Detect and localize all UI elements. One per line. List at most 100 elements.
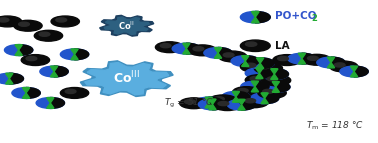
- Circle shape: [218, 102, 229, 106]
- Text: Co$^{\mathsf{II}}$: Co$^{\mathsf{II}}$: [118, 19, 135, 31]
- Circle shape: [260, 69, 288, 80]
- Wedge shape: [236, 91, 250, 102]
- Wedge shape: [251, 81, 259, 87]
- Circle shape: [0, 18, 9, 22]
- Wedge shape: [272, 82, 279, 87]
- Circle shape: [267, 77, 278, 81]
- Wedge shape: [22, 93, 30, 98]
- Wedge shape: [50, 66, 58, 72]
- Wedge shape: [242, 61, 249, 66]
- Wedge shape: [6, 73, 13, 79]
- Wedge shape: [271, 74, 278, 80]
- Wedge shape: [54, 66, 68, 77]
- Wedge shape: [298, 53, 305, 59]
- Circle shape: [198, 99, 226, 110]
- Wedge shape: [261, 98, 268, 104]
- Circle shape: [277, 56, 288, 61]
- Circle shape: [14, 20, 42, 31]
- Circle shape: [21, 55, 50, 65]
- Wedge shape: [271, 69, 278, 74]
- Wedge shape: [245, 56, 259, 66]
- Circle shape: [254, 63, 282, 74]
- Circle shape: [307, 56, 318, 60]
- Circle shape: [213, 100, 242, 111]
- Wedge shape: [242, 99, 256, 110]
- Circle shape: [12, 88, 40, 98]
- Wedge shape: [327, 62, 335, 68]
- Wedge shape: [6, 79, 13, 84]
- Wedge shape: [46, 103, 54, 108]
- Wedge shape: [212, 99, 226, 110]
- Circle shape: [26, 56, 37, 61]
- Wedge shape: [50, 98, 65, 108]
- Circle shape: [245, 42, 257, 46]
- Circle shape: [204, 47, 232, 58]
- Circle shape: [222, 91, 250, 102]
- Wedge shape: [205, 103, 212, 108]
- Wedge shape: [22, 88, 30, 93]
- Circle shape: [115, 21, 139, 30]
- Wedge shape: [255, 81, 269, 92]
- Wedge shape: [232, 97, 240, 102]
- Circle shape: [273, 55, 301, 65]
- Text: LA: LA: [275, 41, 289, 51]
- Circle shape: [237, 89, 248, 93]
- Polygon shape: [104, 17, 149, 34]
- Circle shape: [60, 49, 89, 60]
- Wedge shape: [327, 57, 335, 62]
- Circle shape: [36, 98, 65, 108]
- Wedge shape: [251, 87, 259, 92]
- Wedge shape: [276, 82, 290, 92]
- Wedge shape: [255, 11, 270, 23]
- Wedge shape: [183, 43, 190, 49]
- Circle shape: [240, 97, 268, 108]
- Wedge shape: [260, 58, 274, 69]
- Circle shape: [100, 68, 153, 89]
- Wedge shape: [261, 93, 268, 98]
- Circle shape: [240, 11, 270, 23]
- Circle shape: [262, 75, 291, 86]
- Wedge shape: [354, 66, 368, 77]
- Circle shape: [34, 30, 63, 41]
- Circle shape: [184, 100, 195, 104]
- Polygon shape: [85, 62, 169, 95]
- Circle shape: [240, 61, 269, 72]
- Circle shape: [56, 18, 67, 22]
- Wedge shape: [256, 73, 263, 79]
- Circle shape: [241, 81, 269, 92]
- Wedge shape: [74, 49, 89, 60]
- Wedge shape: [302, 53, 316, 64]
- Text: PO+CO: PO+CO: [275, 11, 316, 21]
- Text: T$_{\mathsf{m}}$ = 118 °C: T$_{\mathsf{m}}$ = 118 °C: [306, 120, 364, 132]
- Wedge shape: [256, 68, 263, 73]
- Wedge shape: [238, 99, 245, 105]
- Wedge shape: [242, 56, 249, 61]
- Wedge shape: [251, 17, 259, 23]
- Polygon shape: [80, 61, 173, 97]
- Circle shape: [193, 47, 204, 51]
- Circle shape: [218, 51, 247, 62]
- Wedge shape: [265, 93, 279, 104]
- Circle shape: [5, 45, 33, 55]
- Circle shape: [288, 53, 316, 64]
- Polygon shape: [100, 15, 154, 36]
- Circle shape: [250, 77, 261, 81]
- Wedge shape: [218, 47, 232, 58]
- Wedge shape: [209, 97, 223, 108]
- Circle shape: [104, 70, 150, 87]
- Wedge shape: [9, 73, 23, 84]
- Wedge shape: [15, 45, 22, 50]
- Circle shape: [180, 98, 208, 109]
- Circle shape: [40, 66, 68, 77]
- Circle shape: [195, 97, 223, 108]
- Circle shape: [263, 89, 274, 94]
- Circle shape: [259, 65, 270, 69]
- Text: 2: 2: [311, 14, 317, 23]
- Wedge shape: [209, 104, 216, 110]
- Wedge shape: [272, 87, 279, 92]
- Circle shape: [246, 58, 274, 69]
- Wedge shape: [274, 69, 288, 80]
- Circle shape: [231, 56, 259, 66]
- Circle shape: [245, 75, 274, 86]
- Circle shape: [112, 20, 141, 31]
